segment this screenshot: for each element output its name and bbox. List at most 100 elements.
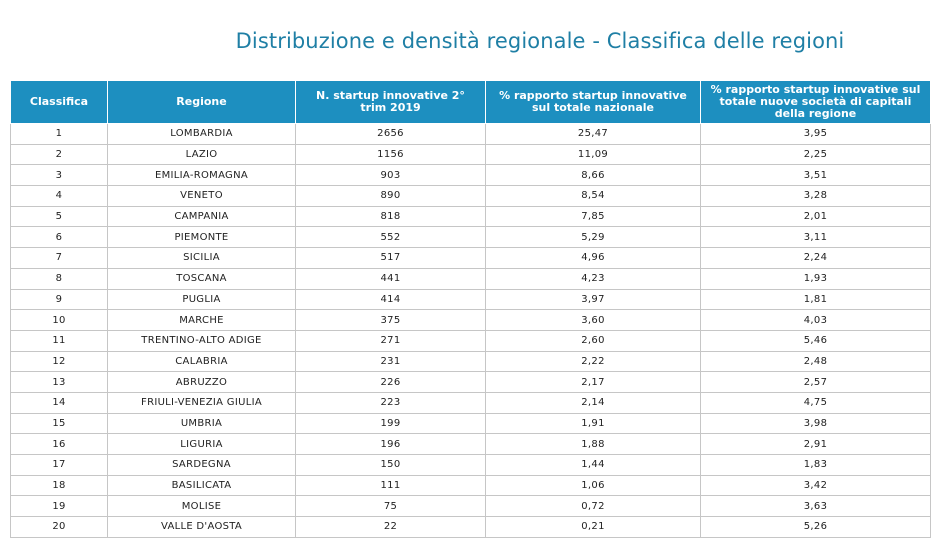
cell-n-startup: 271 bbox=[295, 329, 486, 352]
table-row: 20 VALLE D'AOSTA 22 0,21 5,26 bbox=[10, 516, 931, 538]
cell-pct-nazionale: 1,91 bbox=[485, 412, 701, 435]
table-body: 1 LOMBARDIA 2656 25,47 3,95 2 LAZIO 1156 11,09 2,… bbox=[10, 123, 931, 538]
cell-pct-regione: 4,03 bbox=[700, 309, 931, 331]
cell-regione: FRIULI-VENEZIA GIULIA bbox=[107, 391, 296, 414]
cell-n-startup: 414 bbox=[295, 288, 486, 311]
cell-n-startup: 2656 bbox=[295, 123, 486, 145]
cell-n-startup: 196 bbox=[295, 433, 486, 455]
cell-n-startup: 231 bbox=[295, 350, 486, 373]
cell-pct-regione: 2,91 bbox=[700, 433, 931, 455]
cell-pct-nazionale: 1,06 bbox=[485, 474, 701, 497]
cell-regione: SICILIA bbox=[107, 247, 296, 269]
cell-pct-regione: 3,51 bbox=[700, 164, 931, 187]
cell-n-startup: 375 bbox=[295, 309, 486, 331]
cell-pct-regione: 2,24 bbox=[700, 247, 931, 269]
header-classifica: Classifica bbox=[10, 80, 108, 124]
cell-pct-nazionale: 8,66 bbox=[485, 164, 701, 187]
table-row: 18 BASILICATA 111 1,06 3,42 bbox=[10, 474, 931, 497]
table-row: 12 CALABRIA 231 2,22 2,48 bbox=[10, 350, 931, 373]
table-header-row: Classifica Regione N. startup innovative… bbox=[10, 80, 931, 124]
cell-regione: LIGURIA bbox=[107, 433, 296, 455]
cell-regione: MOLISE bbox=[107, 495, 296, 518]
cell-pct-nazionale: 2,60 bbox=[485, 329, 701, 352]
cell-n-startup: 22 bbox=[295, 516, 486, 538]
table-row: 6 PIEMONTE 552 5,29 3,11 bbox=[10, 226, 931, 249]
table-row: 19 MOLISE 75 0,72 3,63 bbox=[10, 495, 931, 518]
cell-classifica: 4 bbox=[10, 185, 108, 207]
cell-pct-nazionale: 1,44 bbox=[485, 454, 701, 476]
cell-n-startup: 226 bbox=[295, 371, 486, 393]
table-row: 15 UMBRIA 199 1,91 3,98 bbox=[10, 412, 931, 435]
cell-pct-regione: 3,98 bbox=[700, 412, 931, 435]
table-row: 5 CAMPANIA 818 7,85 2,01 bbox=[10, 205, 931, 228]
cell-pct-nazionale: 3,60 bbox=[485, 309, 701, 331]
cell-classifica: 6 bbox=[10, 226, 108, 249]
cell-regione: MARCHE bbox=[107, 309, 296, 331]
cell-classifica: 18 bbox=[10, 474, 108, 497]
cell-n-startup: 517 bbox=[295, 247, 486, 269]
table-row: 14 FRIULI-VENEZIA GIULIA 223 2,14 4,75 bbox=[10, 391, 931, 414]
cell-regione: TOSCANA bbox=[107, 267, 296, 290]
cell-regione: VENETO bbox=[107, 185, 296, 207]
table-row: 17 SARDEGNA 150 1,44 1,83 bbox=[10, 454, 931, 476]
cell-n-startup: 1156 bbox=[295, 143, 486, 166]
cell-pct-regione: 2,01 bbox=[700, 205, 931, 228]
cell-n-startup: 111 bbox=[295, 474, 486, 497]
table-row: 10 MARCHE 375 3,60 4,03 bbox=[10, 309, 931, 331]
cell-n-startup: 818 bbox=[295, 205, 486, 228]
table-row: 1 LOMBARDIA 2656 25,47 3,95 bbox=[10, 123, 931, 145]
cell-classifica: 1 bbox=[10, 123, 108, 145]
cell-regione: TRENTINO-ALTO ADIGE bbox=[107, 329, 296, 352]
cell-regione: UMBRIA bbox=[107, 412, 296, 435]
cell-regione: LAZIO bbox=[107, 143, 296, 166]
cell-n-startup: 150 bbox=[295, 454, 486, 476]
header-regione: Regione bbox=[107, 80, 296, 124]
header-pct-regione: % rapporto startup innovative sul totale… bbox=[700, 80, 931, 124]
cell-regione: CAMPANIA bbox=[107, 205, 296, 228]
cell-pct-nazionale: 8,54 bbox=[485, 185, 701, 207]
page-title: Distribuzione e densità regionale - Clas… bbox=[235, 29, 845, 53]
cell-regione: PIEMONTE bbox=[107, 226, 296, 249]
cell-pct-nazionale: 2,14 bbox=[485, 391, 701, 414]
cell-classifica: 7 bbox=[10, 247, 108, 269]
cell-pct-nazionale: 4,23 bbox=[485, 267, 701, 290]
cell-regione: PUGLIA bbox=[107, 288, 296, 311]
cell-pct-nazionale: 2,17 bbox=[485, 371, 701, 393]
cell-classifica: 16 bbox=[10, 433, 108, 455]
cell-pct-regione: 3,11 bbox=[700, 226, 931, 249]
cell-classifica: 15 bbox=[10, 412, 108, 435]
cell-pct-nazionale: 4,96 bbox=[485, 247, 701, 269]
cell-regione: VALLE D'AOSTA bbox=[107, 516, 296, 538]
cell-classifica: 17 bbox=[10, 454, 108, 476]
cell-regione: ABRUZZO bbox=[107, 371, 296, 393]
cell-regione: BASILICATA bbox=[107, 474, 296, 497]
cell-classifica: 19 bbox=[10, 495, 108, 518]
cell-pct-nazionale: 25,47 bbox=[485, 123, 701, 145]
table-row: 3 EMILIA-ROMAGNA 903 8,66 3,51 bbox=[10, 164, 931, 187]
cell-pct-regione: 3,63 bbox=[700, 495, 931, 518]
cell-pct-regione: 1,81 bbox=[700, 288, 931, 311]
header-n-startup: N. startup innovative 2° trim 2019 bbox=[295, 80, 486, 124]
cell-pct-nazionale: 7,85 bbox=[485, 205, 701, 228]
cell-n-startup: 441 bbox=[295, 267, 486, 290]
cell-classifica: 2 bbox=[10, 143, 108, 166]
cell-pct-regione: 2,57 bbox=[700, 371, 931, 393]
cell-pct-nazionale: 11,09 bbox=[485, 143, 701, 166]
cell-pct-regione: 4,75 bbox=[700, 391, 931, 414]
header-pct-nazionale: % rapporto startup innovative sul totale… bbox=[485, 80, 701, 124]
table-row: 4 VENETO 890 8,54 3,28 bbox=[10, 185, 931, 207]
cell-classifica: 20 bbox=[10, 516, 108, 538]
cell-classifica: 3 bbox=[10, 164, 108, 187]
cell-classifica: 13 bbox=[10, 371, 108, 393]
cell-pct-regione: 2,48 bbox=[700, 350, 931, 373]
cell-pct-nazionale: 2,22 bbox=[485, 350, 701, 373]
table-row: 2 LAZIO 1156 11,09 2,25 bbox=[10, 143, 931, 166]
cell-pct-nazionale: 0,72 bbox=[485, 495, 701, 518]
cell-n-startup: 223 bbox=[295, 391, 486, 414]
cell-pct-regione: 3,28 bbox=[700, 185, 931, 207]
cell-pct-nazionale: 5,29 bbox=[485, 226, 701, 249]
cell-regione: CALABRIA bbox=[107, 350, 296, 373]
regions-table: Classifica Regione N. startup innovative… bbox=[10, 80, 931, 538]
table-row: 8 TOSCANA 441 4,23 1,93 bbox=[10, 267, 931, 290]
cell-pct-regione: 3,42 bbox=[700, 474, 931, 497]
